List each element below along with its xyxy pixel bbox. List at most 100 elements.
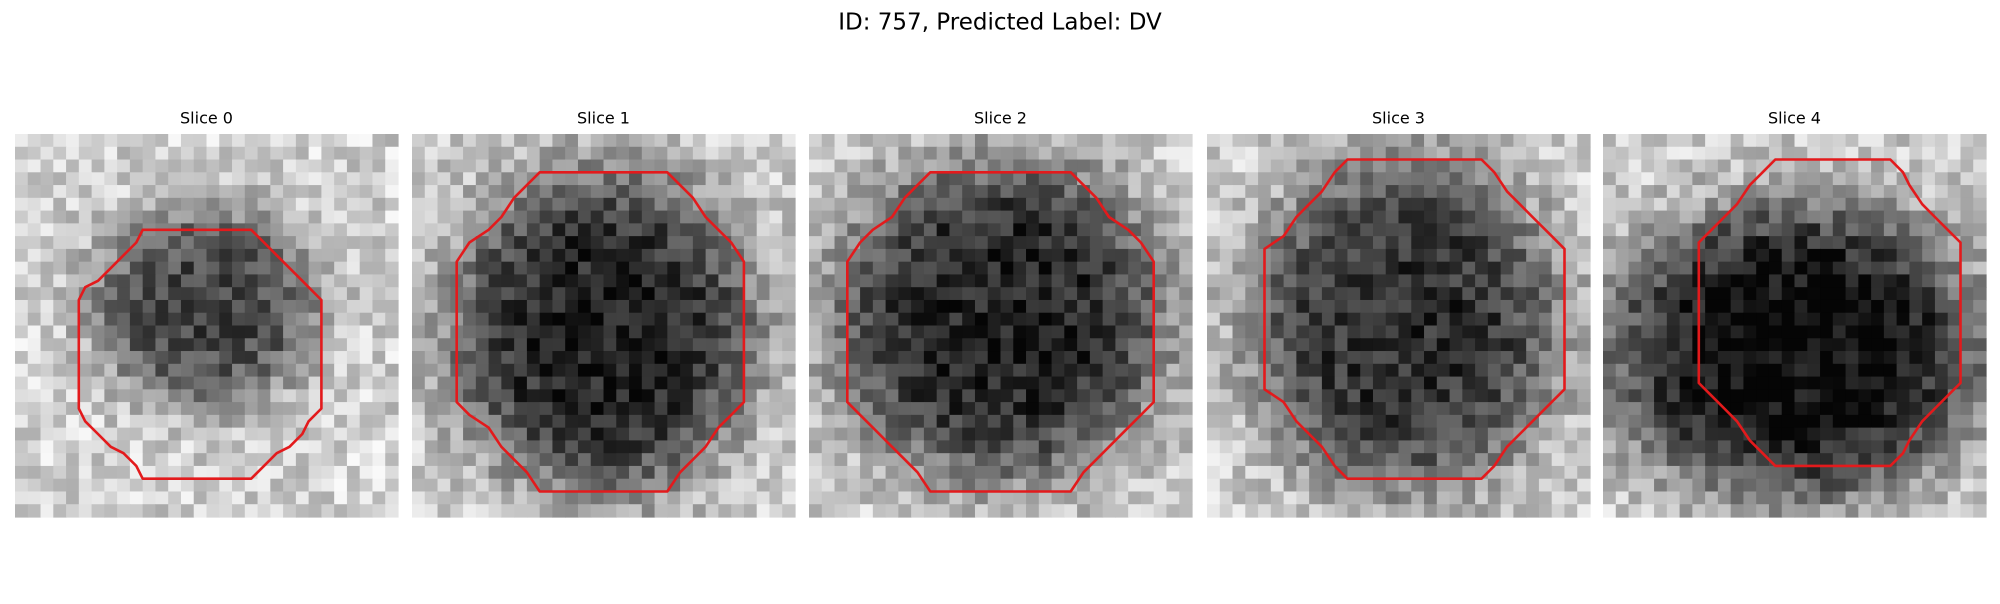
- pixel: [1051, 236, 1065, 250]
- pixel: [295, 325, 310, 339]
- pixel: [1743, 402, 1757, 416]
- pixel: [412, 465, 426, 480]
- pixel: [1973, 261, 1987, 276]
- pixel: [1372, 453, 1387, 467]
- pixel: [1245, 338, 1259, 352]
- pixel: [91, 236, 105, 250]
- pixel: [1166, 236, 1180, 250]
- pixel: [756, 223, 771, 237]
- pixel: [385, 414, 399, 429]
- pixel: [1321, 465, 1336, 480]
- pixel: [1705, 287, 1719, 301]
- pixel: [1922, 185, 1936, 199]
- pixel: [142, 389, 157, 403]
- pixel: [1577, 389, 1591, 403]
- pixel: [898, 351, 912, 365]
- pixel: [1743, 210, 1757, 224]
- pixel: [1500, 453, 1514, 467]
- pixel: [1883, 402, 1898, 416]
- pixel: [1360, 274, 1374, 288]
- pixel: [1089, 287, 1104, 301]
- pixel: [731, 453, 745, 467]
- pixel: [1832, 223, 1847, 237]
- pixel: [219, 299, 233, 314]
- pixel: [1960, 325, 1974, 339]
- pixel: [1768, 172, 1783, 186]
- pixel: [1896, 376, 1910, 390]
- pixel: [475, 504, 490, 518]
- pixel: [616, 299, 630, 314]
- pixel: [539, 134, 554, 148]
- pixel: [1347, 389, 1361, 403]
- pixel: [219, 274, 233, 288]
- pixel: [1871, 325, 1885, 339]
- pixel: [936, 185, 951, 199]
- pixel: [1475, 440, 1489, 454]
- pixel: [847, 363, 861, 378]
- pixel: [1219, 146, 1234, 161]
- pixel: [193, 172, 208, 186]
- pixel: [1026, 185, 1040, 199]
- pixel: [654, 325, 668, 339]
- pixel: [1102, 351, 1116, 365]
- pixel: [295, 172, 310, 186]
- pixel: [78, 185, 93, 199]
- pixel: [667, 414, 681, 429]
- pixel: [1013, 504, 1027, 518]
- pixel: [1245, 223, 1259, 237]
- pixel: [1717, 504, 1732, 518]
- pixel: [731, 185, 745, 199]
- pixel: [193, 248, 208, 263]
- pixel: [232, 376, 246, 390]
- pixel: [1207, 172, 1221, 186]
- pixel: [1140, 325, 1155, 339]
- pixel: [1960, 210, 1974, 224]
- pixel: [155, 299, 169, 314]
- pixel: [590, 478, 605, 493]
- pixel: [53, 146, 67, 161]
- pixel: [616, 376, 630, 390]
- pixel: [1934, 351, 1949, 365]
- pixel: [1207, 185, 1221, 199]
- pixel: [1449, 185, 1463, 199]
- pixel: [463, 146, 477, 161]
- pixel: [692, 236, 707, 250]
- pixel: [1538, 440, 1553, 454]
- pixel: [1475, 261, 1489, 276]
- pixel: [129, 134, 144, 148]
- pixel: [923, 376, 938, 390]
- pixel: [872, 465, 887, 480]
- pixel: [424, 427, 439, 441]
- pixel: [1051, 414, 1065, 429]
- pixel: [1166, 453, 1180, 467]
- pixel: [1883, 351, 1898, 365]
- pixel: [15, 504, 29, 518]
- pixel: [346, 402, 361, 416]
- pixel: [1309, 414, 1323, 429]
- pixel: [1296, 478, 1310, 493]
- pixel: [117, 504, 131, 518]
- pixel: [1219, 274, 1234, 288]
- pixel: [219, 134, 233, 148]
- pixel: [1360, 376, 1374, 390]
- pixel: [53, 299, 67, 314]
- pixel: [334, 389, 348, 403]
- pixel: [1896, 134, 1910, 148]
- pixel: [1321, 197, 1336, 212]
- pixel: [155, 491, 169, 505]
- pixel: [1947, 299, 1962, 314]
- pixel: [1820, 389, 1834, 403]
- pixel: [1398, 465, 1412, 480]
- pixel: [1526, 325, 1540, 339]
- pixel: [1219, 504, 1234, 518]
- pixel: [898, 172, 912, 186]
- pixel: [1232, 414, 1246, 429]
- pixel: [809, 402, 823, 416]
- pixel: [257, 491, 271, 505]
- pixel: [1102, 223, 1116, 237]
- pixel: [743, 504, 758, 518]
- pixel: [142, 185, 157, 199]
- pixel: [346, 159, 361, 173]
- pixel: [412, 134, 426, 148]
- pixel: [692, 248, 707, 263]
